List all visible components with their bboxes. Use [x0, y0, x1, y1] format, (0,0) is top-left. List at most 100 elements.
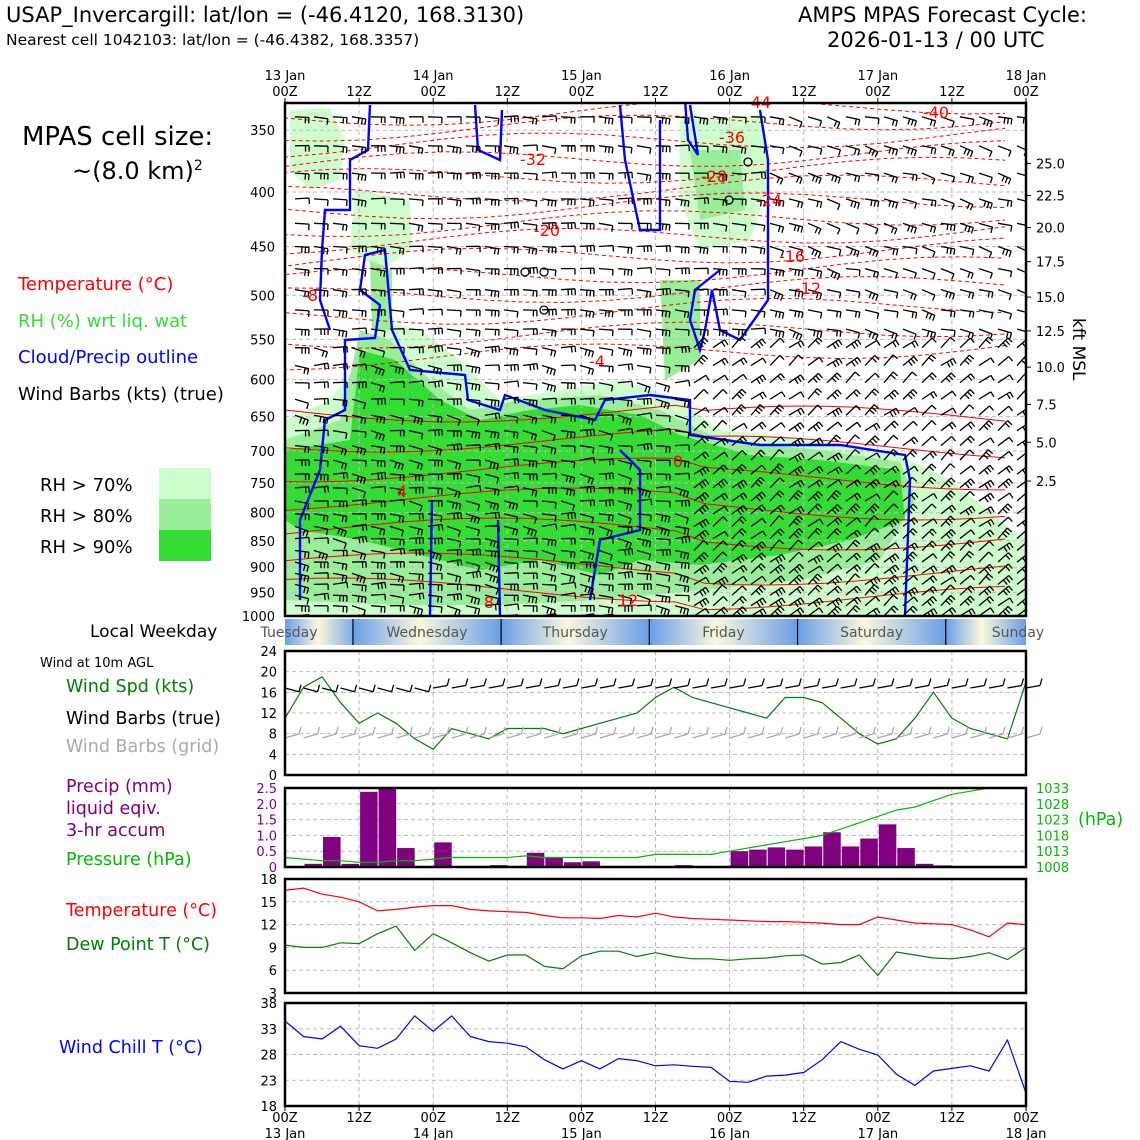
- wind-barb: [351, 523, 368, 531]
- wind-barb: [902, 476, 918, 489]
- wind-barb: [750, 222, 766, 232]
- wind-barb: [712, 374, 729, 384]
- wind-barb: [560, 116, 576, 124]
- wind-barb: [940, 116, 955, 128]
- wind-barb: [978, 245, 993, 259]
- wind-barb: [332, 222, 348, 231]
- wind-barb: [351, 381, 367, 389]
- wind-barb: [807, 198, 823, 209]
- wind-barb: [864, 267, 880, 279]
- wind-barb: [389, 245, 405, 255]
- wind-barb: [902, 551, 918, 563]
- wind-barb: [978, 309, 994, 319]
- wind-barb: [332, 581, 349, 589]
- wind-barb: [408, 548, 425, 556]
- wind-barb: [446, 537, 462, 548]
- wind-barb: [864, 493, 881, 502]
- wind-barb: [408, 288, 425, 296]
- bottom-hour-label: 00Z: [1013, 1111, 1039, 1126]
- wind-barb-true: [451, 678, 469, 689]
- weekday-name: Thursday: [542, 625, 608, 641]
- wind-barb: [997, 563, 1013, 574]
- wind-barb: [617, 605, 633, 612]
- wind-barb: [674, 328, 690, 337]
- bottom-hour-label: 12Z: [791, 1111, 817, 1126]
- wind-barb: [370, 364, 385, 377]
- wind-barb: [560, 414, 576, 422]
- wind-barb: [636, 428, 653, 436]
- wind-barb: [807, 404, 823, 416]
- wind-barb: [883, 490, 899, 502]
- forecast-cycle-value: 2026-01-13 / 00 UTC: [827, 28, 1045, 52]
- wind-barb: [579, 561, 595, 569]
- wind-barb: [560, 328, 576, 336]
- wind-barb: [332, 471, 349, 480]
- wind-barb: [541, 430, 556, 442]
- pressure-tick-label: 1033: [1036, 782, 1069, 797]
- wind-barb: [807, 479, 824, 489]
- wind-barb-grid: [525, 726, 543, 739]
- wind-barb: [712, 406, 729, 416]
- wind-barb: [465, 197, 481, 205]
- wind-barb: [655, 328, 671, 337]
- wind-barb: [807, 573, 823, 585]
- wind-barb-grid: [710, 726, 728, 739]
- wind-barb: [351, 459, 367, 467]
- wind-barb: [731, 373, 748, 384]
- wind-barb: [826, 407, 843, 418]
- wind-barb: [389, 487, 405, 496]
- wind-barb: [731, 222, 747, 232]
- kft-tick-label: 22.5: [1036, 189, 1065, 204]
- wind-barb: [389, 537, 405, 546]
- wind-barb: [902, 517, 919, 527]
- wind-barb: [598, 364, 614, 373]
- calm-wind-circle: [539, 267, 549, 277]
- wind-barb: [883, 542, 900, 552]
- wind-barb: [997, 222, 1013, 232]
- wind-panel-tick-label: 4: [269, 748, 277, 763]
- wind-barb: [902, 575, 919, 585]
- kft-tick-label: 10.0: [1036, 361, 1065, 376]
- wind-barb: [636, 537, 652, 548]
- wind-barb: [598, 561, 614, 572]
- wind-barb: [617, 537, 632, 549]
- temp-contour-neg: [285, 192, 1006, 220]
- wind-barb: [940, 576, 957, 585]
- wind-barb: [541, 487, 557, 494]
- wind-barb: [902, 528, 918, 540]
- wind-barb: [541, 572, 557, 583]
- wind-barb: [636, 594, 651, 606]
- wind-barb-grid: [377, 726, 395, 739]
- wind-barb: [408, 222, 424, 232]
- wind-barb: [978, 449, 994, 461]
- wind-barb: [940, 407, 957, 416]
- wind-barb: [750, 288, 766, 296]
- wind-barb: [465, 267, 481, 277]
- wind-barb: [332, 289, 348, 298]
- wind-barb: [978, 405, 994, 416]
- wind-barb: [731, 516, 747, 527]
- wind-barb: [693, 267, 709, 275]
- pressure-tick-label: 700: [250, 445, 275, 460]
- wind-barb: [465, 398, 481, 407]
- wind-barb: [826, 452, 843, 462]
- wind-barb: [655, 198, 671, 207]
- wind-barb: [978, 607, 995, 616]
- wind-barb: [598, 594, 614, 604]
- wind-barb-grid: [636, 726, 654, 739]
- top-hour-label: 00Z: [569, 85, 595, 100]
- wind-barb: [997, 245, 1012, 258]
- wind-barb: [731, 145, 747, 154]
- wind-barb: [921, 390, 938, 400]
- wind-barb: [712, 437, 729, 447]
- wind-barb: [807, 541, 824, 552]
- wind-barb: [997, 436, 1014, 447]
- wind-barb: [598, 583, 614, 592]
- wind-barb: [332, 381, 348, 389]
- wind-barb: [636, 487, 652, 498]
- wind-barb: [541, 537, 557, 547]
- wind-barb: [351, 145, 367, 154]
- temp-contour-label: 0: [673, 452, 683, 471]
- wind-barb: [978, 518, 995, 527]
- wind-barb: [674, 309, 690, 319]
